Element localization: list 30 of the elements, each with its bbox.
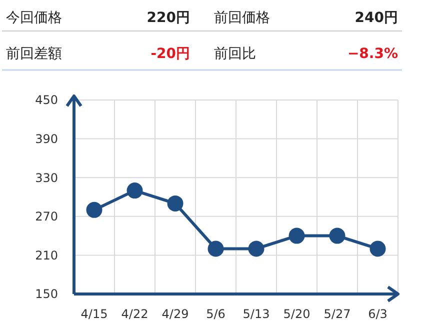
point — [329, 228, 346, 244]
x-tick-label: 5/6 — [206, 307, 226, 321]
x-tick-label: 4/29 — [162, 307, 189, 321]
y-tick-label: 330 — [35, 170, 58, 185]
text: -20円 — [150, 46, 190, 62]
text: −8.3% — [347, 46, 398, 62]
text: 前回差額 — [6, 46, 62, 62]
y-tick-label: 210 — [35, 248, 58, 262]
x-tick-label: 5/27 — [324, 307, 351, 321]
text: 220円 — [146, 10, 190, 26]
point — [167, 195, 184, 212]
y-tick-label: 150 — [35, 287, 58, 302]
point — [208, 240, 224, 257]
point — [126, 182, 143, 199]
point — [288, 228, 305, 244]
y-tick-label: 450 — [35, 93, 58, 108]
point — [370, 240, 386, 257]
x-tick-label: 5/13 — [242, 307, 270, 321]
text: 今回価格 — [6, 10, 62, 26]
text: 前回比 — [214, 46, 256, 62]
x-tick-label: 6/3 — [368, 307, 388, 321]
point — [86, 202, 102, 218]
y-tick-label: 270 — [35, 210, 58, 224]
point — [248, 240, 264, 257]
text: 前回価格 — [214, 10, 270, 26]
x-tick-label: 5/20 — [283, 307, 310, 321]
x-tick-label: 4/15 — [80, 307, 108, 321]
text: 240円 — [354, 10, 398, 26]
x-tick-label: 4/22 — [121, 307, 148, 321]
y-tick-label: 390 — [35, 132, 58, 146]
